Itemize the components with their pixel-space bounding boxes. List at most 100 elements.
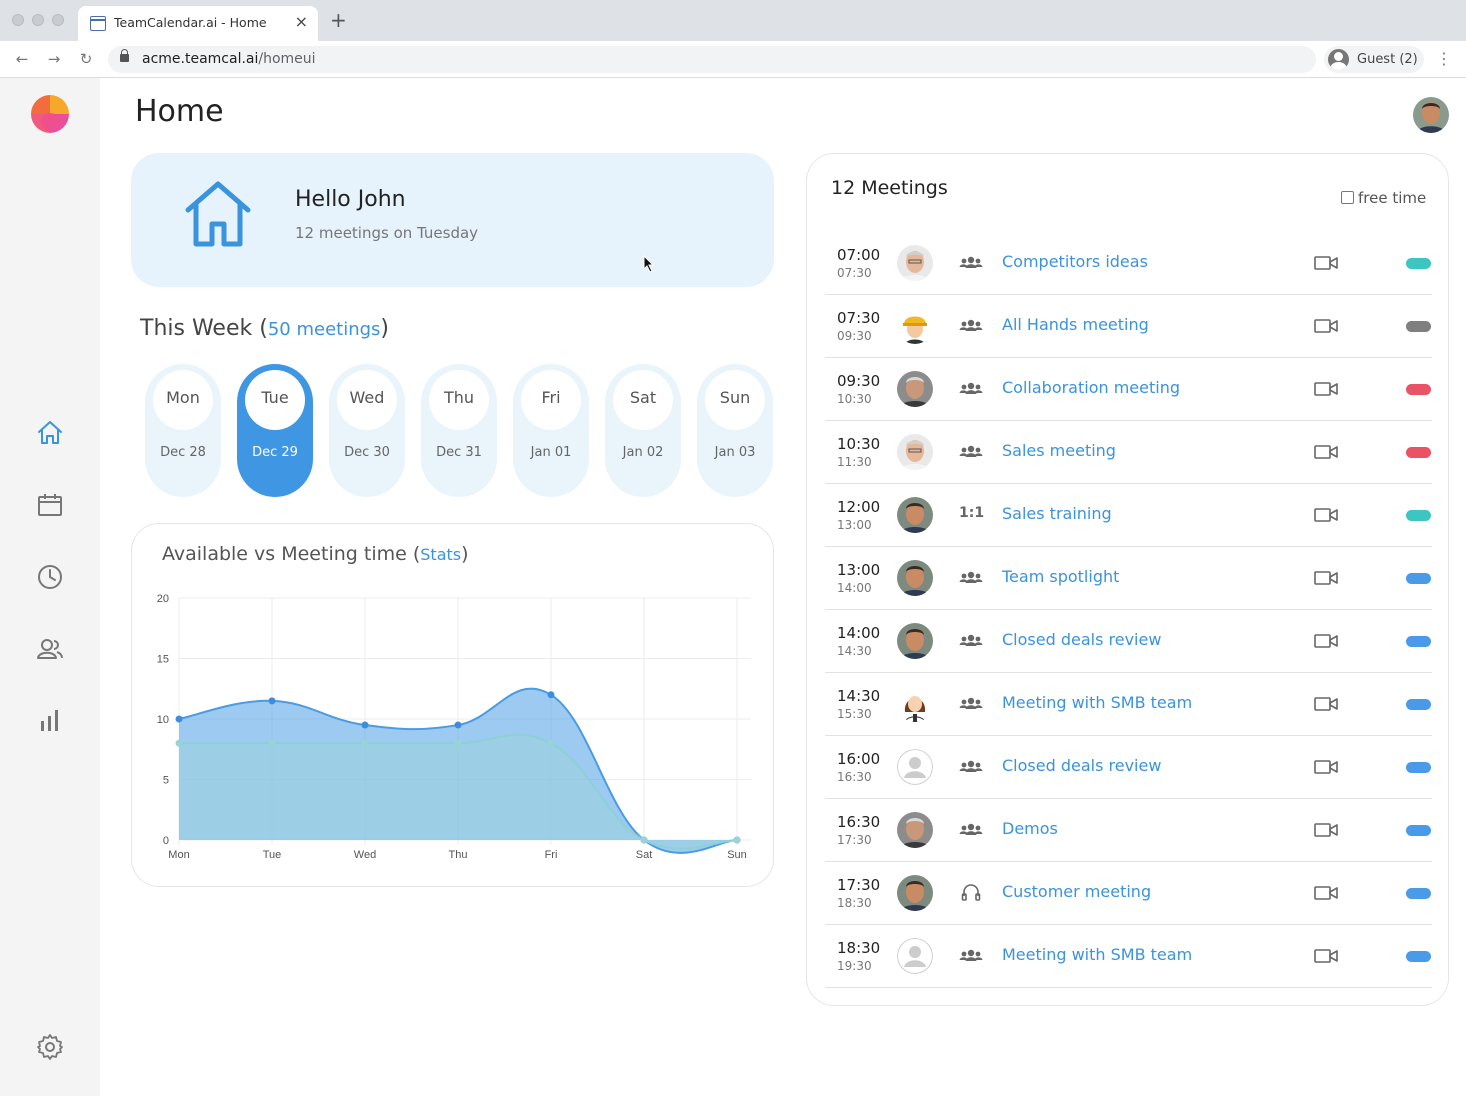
series-1-point [175,739,183,747]
meeting-title-link[interactable]: Collaboration meeting [1002,378,1181,397]
meeting-status-pill [1406,384,1431,395]
url-text[interactable]: acme.teamcal.ai/homeui [142,51,316,67]
this-week-title: This Week [140,316,253,341]
day-pill-thu[interactable]: Thu Dec 31 [421,364,497,497]
meeting-start-time: 14:00 [837,624,881,642]
back-icon[interactable]: ← [15,50,29,68]
meeting-organizer-avatar [897,812,933,848]
meeting-row[interactable]: 17:30 18:30 Customer meeting [825,862,1432,925]
day-pill-sat[interactable]: Sat Jan 02 [605,364,681,497]
meeting-title-link[interactable]: Demos [1002,819,1058,838]
meeting-title-link[interactable]: Competitors ideas [1002,252,1148,271]
home-icon[interactable] [36,419,64,447]
hello-card: Hello John 12 meetings on Tuesday [131,153,774,287]
video-camera-icon[interactable] [1314,444,1338,460]
video-camera-icon[interactable] [1314,822,1338,838]
meeting-row[interactable]: 09:30 10:30 Collaboration meeting [825,358,1432,421]
meeting-row[interactable]: 07:00 07:30 Competitors ideas [825,232,1432,295]
week-meetings-link[interactable]: 50 meetings [267,319,381,340]
video-camera-icon[interactable] [1314,885,1338,901]
day-pill-mon[interactable]: Mon Dec 28 [145,364,221,497]
meeting-title-link[interactable]: All Hands meeting [1002,315,1149,334]
meeting-title-link[interactable]: Team spotlight [1002,567,1120,586]
meeting-end-time: 17:30 [837,833,872,847]
meeting-row[interactable]: 12:00 13:00 1:1 Sales training [825,484,1432,547]
meeting-organizer-avatar [897,434,933,470]
window-minimize-dot[interactable] [32,14,44,26]
stats-link[interactable]: Stats [420,545,462,564]
settings-gear-icon[interactable] [36,1033,64,1061]
profile-button[interactable]: Guest (2) [1324,46,1424,73]
meeting-title-link[interactable]: Customer meeting [1002,882,1152,901]
series-1-point [733,836,741,844]
url-host: acme.teamcal.ai [142,51,259,67]
meeting-row[interactable]: 14:00 14:30 Closed deals review [825,610,1432,673]
meeting-organizer-avatar [897,686,933,722]
teamcal-logo-icon[interactable] [30,94,70,134]
address-bar[interactable]: acme.teamcal.ai/homeui [108,46,1316,73]
window-close-dot[interactable] [12,14,24,26]
group-icon [959,567,983,589]
free-time-toggle[interactable]: free time [1341,189,1426,207]
meeting-end-time: 15:30 [837,707,872,721]
day-pill-tue[interactable]: Tue Dec 29 [237,364,313,497]
url-path: /homeui [258,51,316,67]
stats-heading: Available vs Meeting time (Stats) [162,543,469,565]
video-camera-icon[interactable] [1314,633,1338,649]
x-tick-label: Sun [727,849,747,861]
calendar-favicon-icon [90,16,106,31]
clock-icon[interactable] [36,563,64,591]
video-camera-icon[interactable] [1314,759,1338,775]
browser-menu-icon[interactable]: ⋮ [1436,49,1452,68]
video-camera-icon[interactable] [1314,948,1338,964]
video-camera-icon[interactable] [1314,255,1338,271]
window-zoom-dot[interactable] [52,14,64,26]
meeting-title-link[interactable]: Closed deals review [1002,756,1162,775]
tab-close-icon[interactable]: × [294,12,308,31]
video-camera-icon[interactable] [1314,696,1338,712]
forward-icon[interactable]: → [47,50,61,68]
video-camera-icon[interactable] [1314,507,1338,523]
meeting-row[interactable]: 18:30 19:30 Meeting with SMB team [825,925,1432,988]
meeting-row[interactable]: 13:00 14:00 Team spotlight [825,547,1432,610]
stats-close-paren: ) [461,543,469,565]
meeting-row[interactable]: 07:30 09:30 All Hands meeting [825,295,1432,358]
meeting-title-link[interactable]: Meeting with SMB team [1002,693,1193,712]
day-name: Wed [337,370,397,430]
group-icon [959,756,983,778]
reload-icon[interactable]: ↻ [79,50,93,68]
meeting-start-time: 16:00 [837,750,881,768]
video-camera-icon[interactable] [1314,381,1338,397]
meeting-title-link[interactable]: Sales training [1002,504,1112,523]
meeting-row[interactable]: 10:30 11:30 Sales meeting [825,421,1432,484]
meeting-row[interactable]: 16:30 17:30 Demos [825,799,1432,862]
meeting-status-pill [1406,951,1431,962]
meeting-title-link[interactable]: Closed deals review [1002,630,1162,649]
meeting-end-time: 10:30 [837,392,872,406]
series-1-point [640,836,648,844]
meeting-row[interactable]: 16:00 16:30 Closed deals review [825,736,1432,799]
meeting-row[interactable]: 14:30 15:30 Meeting with SMB team [825,673,1432,736]
meeting-title-link[interactable]: Sales meeting [1002,441,1116,460]
day-pill-wed[interactable]: Wed Dec 30 [329,364,405,497]
day-name: Fri [521,370,581,430]
calendar-icon[interactable] [36,491,64,519]
day-pill-fri[interactable]: Fri Jan 01 [513,364,589,497]
browser-tab[interactable]: TeamCalendar.ai - Home × [78,6,318,41]
new-tab-icon[interactable]: + [330,8,347,32]
profile-label: Guest (2) [1357,52,1418,67]
day-pill-sun[interactable]: Sun Jan 03 [697,364,773,497]
video-camera-icon[interactable] [1314,318,1338,334]
stats-title: Available vs Meeting time [162,543,407,565]
page-title: Home [135,94,224,129]
free-time-checkbox[interactable] [1341,191,1354,204]
stats-icon[interactable] [36,707,64,735]
meeting-title-link[interactable]: Meeting with SMB team [1002,945,1193,964]
users-icon[interactable] [36,635,64,663]
video-camera-icon[interactable] [1314,570,1338,586]
free-time-label: free time [1358,189,1427,207]
group-icon [959,441,983,463]
meeting-status-pill [1406,573,1431,584]
user-avatar[interactable] [1413,97,1449,133]
meeting-status-pill [1406,888,1431,899]
